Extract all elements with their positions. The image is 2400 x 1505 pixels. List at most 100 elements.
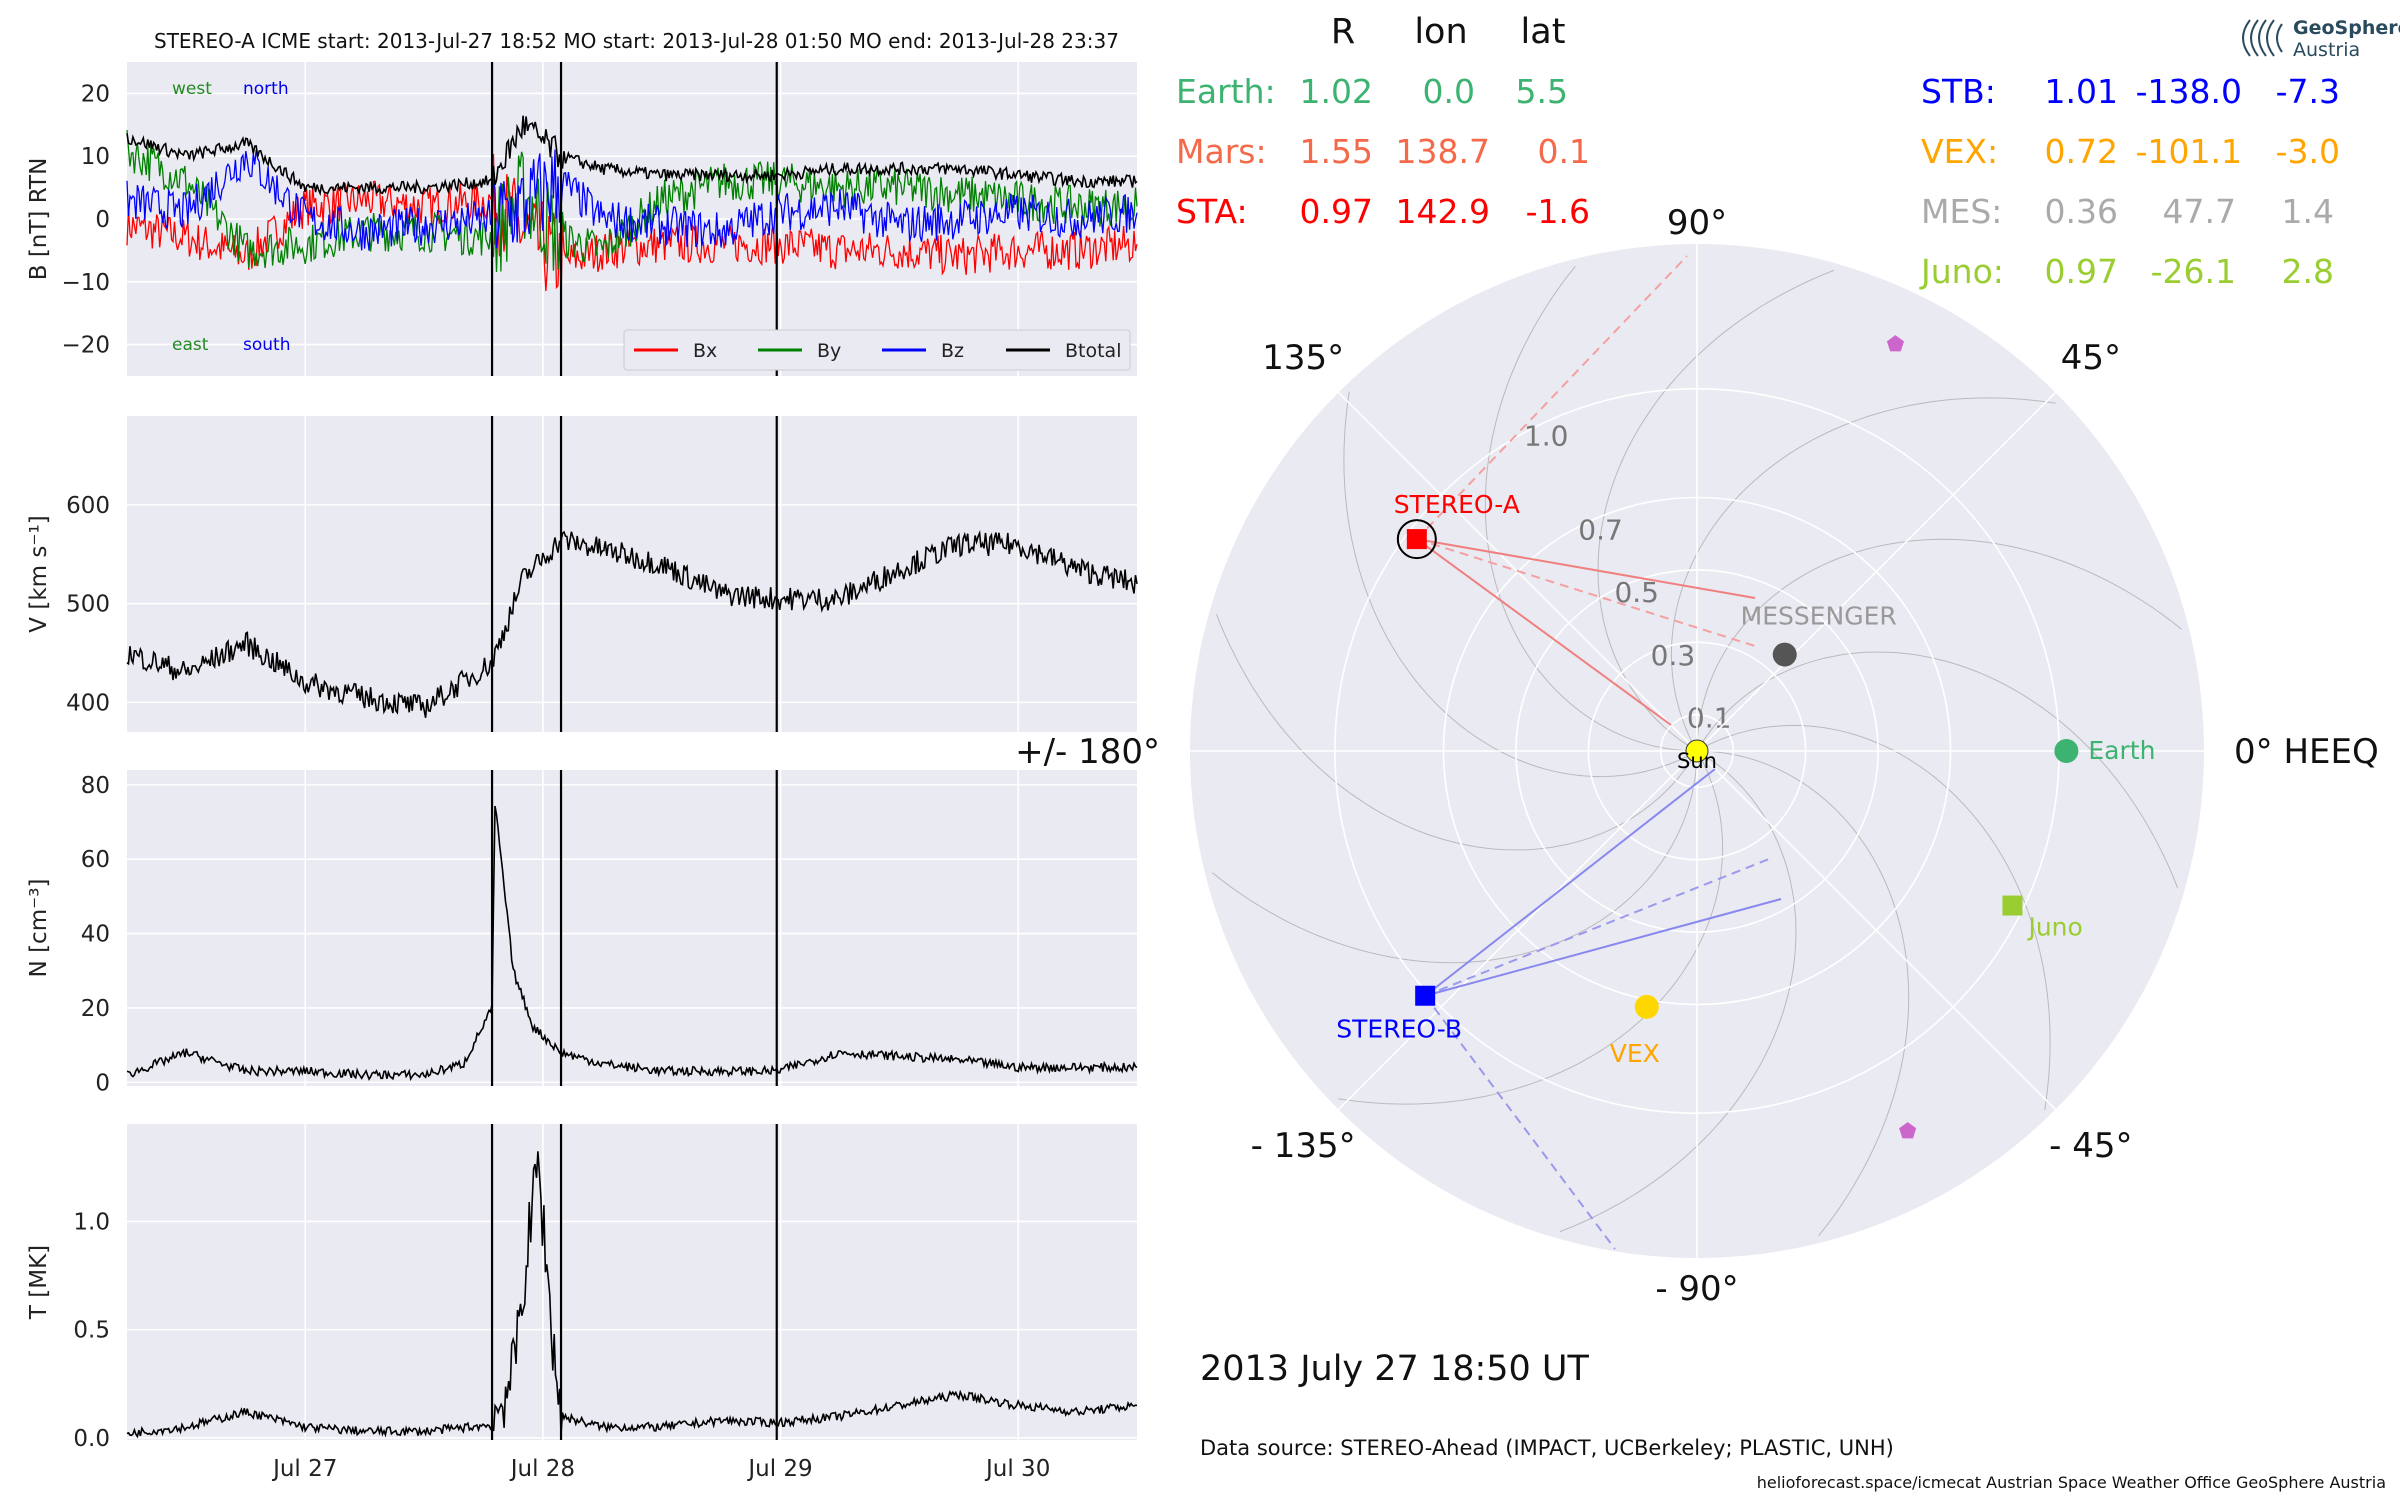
chart-title: STEREO-A ICME start: 2013-Jul-27 18:52 M… [154, 29, 1119, 53]
earth-label: Earth [2088, 736, 2155, 765]
ytick-label: 20 [81, 81, 110, 107]
ytick-label: 20 [81, 996, 110, 1022]
stereo-b-marker [1415, 985, 1436, 1006]
earth-lat: 5.5 [1516, 72, 1568, 111]
geosphere-logo-mark [2242, 19, 2283, 57]
stb-name: STB: [1921, 72, 1996, 111]
radial-tick-label: 1.0 [1524, 419, 1569, 452]
stereo-a-ring [1396, 519, 1437, 560]
stb-lon: -138.0 [2136, 72, 2242, 111]
stb-fov-line [1424, 995, 1616, 1250]
mars-lat: 0.1 [1538, 132, 1590, 171]
juno-name: Juno: [1919, 252, 2004, 291]
mars-name: Mars: [1176, 132, 1267, 171]
legend-label-bz: Bz [941, 340, 964, 362]
vex-r: 0.72 [2045, 132, 2118, 171]
sta-r: 0.97 [1300, 192, 1373, 231]
vex-label: VEX [1610, 1039, 1660, 1068]
sta-name: STA: [1176, 192, 1248, 231]
density-panel [127, 770, 1137, 1086]
logo-text-line1: GeoSphere [2293, 17, 2400, 39]
stb-lat: -7.3 [2276, 72, 2340, 111]
stereo-a-label: STEREO-A [1394, 490, 1520, 519]
stereo-b-label: STEREO-B [1336, 1015, 1462, 1044]
vex-marker [1634, 994, 1659, 1019]
ylabel-speed: V [km s⁻¹] [26, 515, 52, 632]
juno-marker [2002, 895, 2023, 916]
ytick-label: −10 [61, 270, 110, 296]
sta-lat: -1.6 [1526, 192, 1590, 231]
column-header-lat: lat [1521, 12, 1566, 52]
ytick-label: 1.0 [73, 1209, 110, 1235]
legend-label-by: By [817, 340, 841, 362]
vex-lon: -101.1 [2136, 132, 2242, 171]
stereo-a-marker [1406, 529, 1427, 550]
radial-tick-label: 0.3 [1651, 639, 1696, 672]
planet-marker [1899, 1122, 1917, 1139]
speed-panel [127, 416, 1137, 732]
juno-label: Juno [2026, 913, 2082, 942]
mars-r: 1.55 [1300, 132, 1373, 171]
mars-lon: 138.7 [1396, 132, 1490, 171]
xtick-label: Jul 27 [271, 1456, 337, 1482]
earth-marker [2054, 739, 2079, 763]
mes-lat: 1.4 [2282, 192, 2334, 231]
stb-fov-line [1424, 898, 1782, 997]
credits: helioforecast.space/icmecat Austrian Spa… [1757, 1473, 2386, 1492]
sun-marker [1685, 739, 1709, 763]
chart-legend: Bx By Bz Btotal [623, 329, 1131, 371]
angle-label: 135° [1262, 338, 1344, 378]
ylabel-density: N [cm⁻³] [26, 879, 52, 978]
mes-name: MES: [1921, 192, 2002, 231]
data-source: Data source: STEREO-Ahead (IMPACT, UCBer… [1200, 1436, 1894, 1460]
angle-label: - 135° [1251, 1126, 1356, 1166]
juno-r: 0.97 [2045, 252, 2118, 291]
legend-label-bx: Bx [693, 340, 717, 362]
ytick-label: 600 [66, 493, 110, 519]
angle-label: 0° HEEQ [2234, 732, 2379, 772]
logo-text-line2: Austria [2293, 39, 2360, 61]
messenger-label: MESSENGER [1741, 602, 1897, 631]
annotation-east: east [172, 335, 209, 355]
ytick-label: 60 [81, 847, 110, 873]
series-line-v [126, 529, 1138, 718]
xtick-label: Jul 30 [984, 1456, 1050, 1482]
series-line-by [126, 129, 1138, 273]
column-header-lon: lon [1414, 12, 1467, 52]
column-header-r: R [1331, 12, 1355, 52]
positions-table: R lon lat Earth: 1.02 0.0 5.5 Mars: 1.55… [1176, 12, 2340, 291]
angle-label: - 90° [1655, 1269, 1738, 1309]
stb-fov-line [1424, 768, 1716, 997]
angle-label: 90° [1667, 203, 1727, 243]
series-line-t [126, 1151, 1138, 1439]
ylabel-magnetic-field: B [nT] RTN [26, 158, 52, 281]
planet-marker [1886, 335, 1904, 352]
ytick-label: 10 [81, 144, 110, 170]
ytick-label: 500 [66, 592, 110, 618]
angular-grid-line [1337, 750, 1698, 1111]
ytick-label: 0.0 [73, 1426, 110, 1452]
angle-label: +/- 180° [1015, 732, 1160, 772]
stb-r: 1.01 [2045, 72, 2118, 111]
messenger-marker [1772, 642, 1797, 667]
ytick-label: 0 [95, 207, 110, 233]
sun-label: Sun [1677, 749, 1717, 773]
earth-name: Earth: [1176, 72, 1276, 111]
ytick-label: 0.5 [73, 1318, 110, 1344]
ytick-label: 400 [66, 690, 110, 716]
ylabel-temperature: T [MK] [26, 1245, 52, 1320]
angular-grid-line [1696, 391, 2057, 752]
sta-fov-line [1416, 255, 1688, 540]
mes-r: 0.36 [2045, 192, 2118, 231]
series-line-bz [126, 149, 1138, 251]
ytick-label: 40 [81, 922, 110, 948]
sta-lon: 142.9 [1396, 192, 1490, 231]
ytick-label: 0 [95, 1070, 110, 1096]
radial-tick-label: 0.1 [1687, 702, 1732, 735]
sta-fov-line [1416, 538, 1756, 599]
ytick-label: 80 [81, 773, 110, 799]
timestamp: 2013 July 27 18:50 UT [1200, 1349, 1590, 1389]
annotation-west: west [172, 79, 212, 99]
